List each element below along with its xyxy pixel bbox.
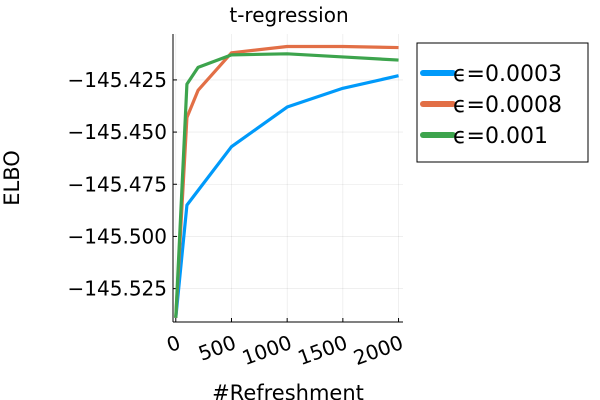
series-line-2 xyxy=(174,52,399,318)
y-tick-label: −145.500 xyxy=(68,224,167,248)
y-axis-label: ELBO xyxy=(0,150,24,206)
grid xyxy=(173,34,403,322)
series-line-0 xyxy=(174,74,399,318)
x-axis-label: #Refreshment xyxy=(212,381,364,400)
legend: ϵ=0.0003 ϵ=0.0008 ϵ=0.001 xyxy=(416,42,589,163)
legend-label-0: ϵ=0.0003 xyxy=(453,62,562,87)
legend-label-2: ϵ=0.001 xyxy=(453,124,548,149)
axes xyxy=(172,34,403,323)
y-tick-label: −145.450 xyxy=(68,120,167,144)
legend-label-1: ϵ=0.0008 xyxy=(453,93,562,118)
chart-title: t-regression xyxy=(229,3,348,27)
y-tick-label: −145.475 xyxy=(68,172,167,196)
y-tick-label: −145.425 xyxy=(68,68,167,92)
series-lines xyxy=(174,44,399,318)
y-tick-label: −145.525 xyxy=(68,277,167,301)
